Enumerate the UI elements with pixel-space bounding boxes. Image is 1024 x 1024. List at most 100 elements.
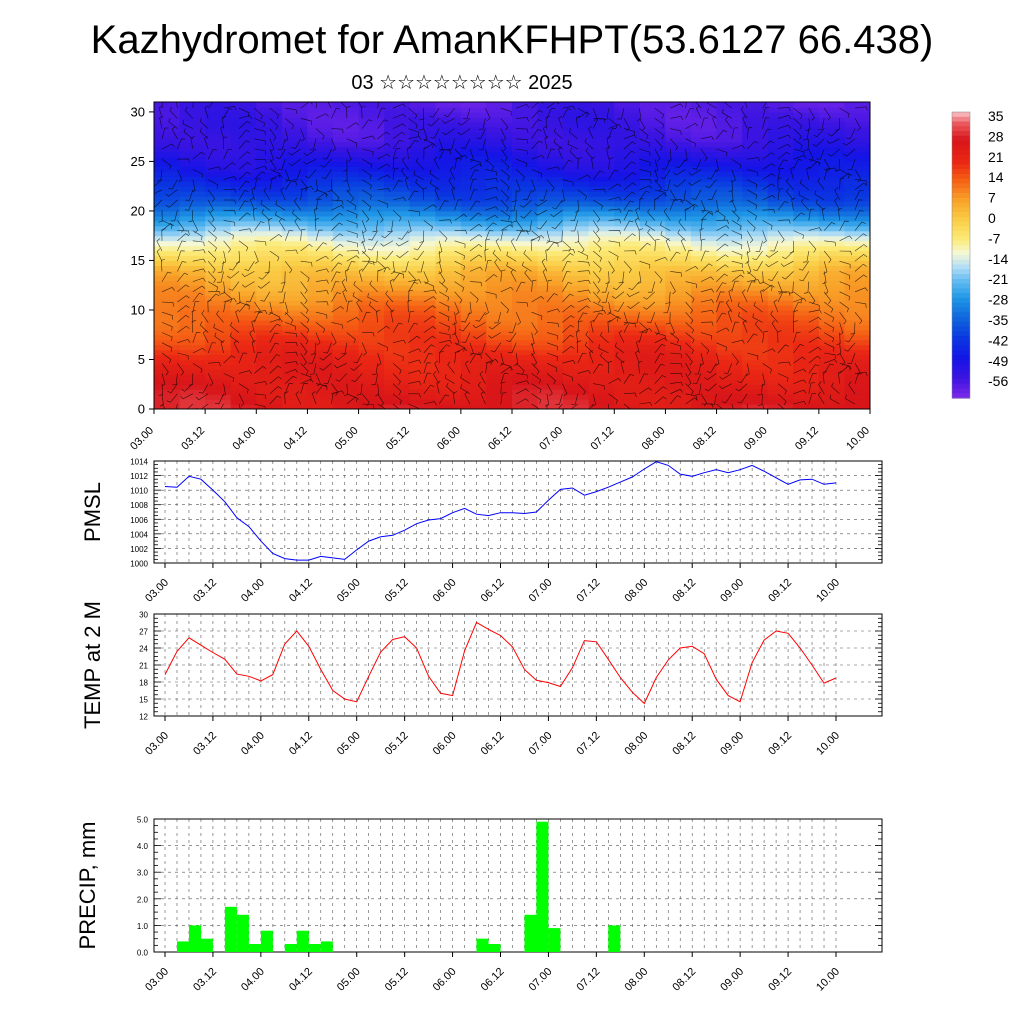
heatmap-cell — [818, 339, 846, 346]
heatmap-cell — [179, 171, 206, 177]
heatmap-cell — [767, 305, 794, 311]
wind-barb — [500, 301, 510, 314]
wind-barb — [300, 185, 314, 191]
heatmap-cell — [512, 394, 539, 400]
heatmap-cell — [767, 176, 794, 182]
heatmap-cell — [179, 369, 206, 375]
heatmap-cell — [256, 364, 283, 370]
heatmap-cell — [537, 290, 564, 296]
heatmap-cell — [409, 344, 436, 351]
heatmap-cell — [307, 176, 334, 182]
wind-barb — [285, 322, 296, 331]
wind-barb — [695, 383, 702, 396]
wind-barb — [233, 340, 240, 354]
heatmap-cell — [435, 354, 462, 361]
heatmap-cell — [512, 181, 539, 187]
heatmap-cell — [537, 285, 564, 291]
wind-barb — [793, 400, 807, 405]
heatmap-cell — [716, 166, 743, 172]
wind-barb — [759, 271, 764, 284]
heatmap-cell — [793, 235, 820, 242]
heatmap-cell — [716, 300, 743, 306]
wind-barb — [762, 348, 776, 354]
wind-barb — [310, 342, 317, 355]
wind-barb — [555, 393, 563, 405]
heatmap-cell — [384, 166, 411, 172]
heatmap-cell — [614, 136, 641, 143]
heatmap-cell — [230, 379, 257, 385]
heatmap-cell — [281, 275, 309, 281]
wind-barb — [300, 322, 310, 334]
heatmap-cell — [435, 116, 462, 123]
heatmap-cell — [230, 106, 257, 113]
wind-barb — [161, 363, 169, 376]
wind-barb — [531, 230, 541, 242]
heatmap-cell — [844, 270, 870, 276]
heatmap-cell — [844, 186, 870, 192]
wind-barb — [269, 323, 281, 333]
wind-barb — [177, 220, 185, 233]
heatmap-cell — [742, 349, 769, 356]
heatmap-cell — [716, 349, 743, 356]
heatmap-cell — [614, 131, 641, 138]
heatmap-cell — [384, 215, 411, 222]
wind-barb — [417, 261, 425, 273]
wind-barb — [731, 220, 742, 231]
wind-barb — [223, 199, 236, 204]
heatmap-cell — [767, 309, 794, 316]
wind-barb — [451, 187, 456, 201]
wind-barb — [592, 291, 601, 304]
heatmap-cell — [230, 354, 257, 361]
wind-barb — [685, 363, 692, 376]
heatmap-cell — [537, 102, 564, 108]
heatmap-cell — [409, 379, 436, 385]
wind-barb — [585, 147, 594, 160]
wind-barb — [285, 369, 299, 374]
heatmap-cell — [333, 280, 360, 286]
wind-barb — [392, 383, 402, 395]
wind-barb — [392, 167, 399, 180]
wind-barb — [510, 238, 517, 252]
heatmap-cell — [793, 131, 820, 138]
wind-barb — [793, 128, 802, 140]
heatmap-cell — [742, 379, 769, 385]
wind-barb — [654, 375, 666, 384]
heatmap-cell — [384, 102, 411, 108]
heatmap-cell — [409, 136, 436, 143]
heatmap-cell — [486, 265, 513, 271]
wind-barb — [207, 250, 217, 263]
wind-barb — [519, 199, 532, 208]
heatmap-cell — [384, 126, 411, 133]
heatmap-cell — [818, 196, 846, 202]
heatmap-cell — [818, 349, 846, 356]
wind-barb — [793, 297, 807, 303]
heatmap-cell — [665, 334, 692, 341]
heatmap-cell — [333, 379, 360, 385]
heatmap-cell — [281, 399, 309, 405]
heatmap-cell — [844, 250, 870, 257]
heatmap-cell — [307, 290, 334, 296]
wind-barb — [745, 363, 750, 377]
wind-barb — [295, 391, 301, 405]
heatmap-cell — [614, 344, 641, 351]
heatmap-cell — [767, 116, 794, 123]
wind-barb — [588, 125, 594, 139]
heatmap-cell — [742, 384, 769, 390]
wind-barb — [737, 373, 748, 384]
heatmap-cell — [767, 255, 794, 262]
wind-barb — [577, 174, 591, 180]
heatmap-cell — [358, 106, 385, 113]
wind-barb — [261, 209, 271, 221]
heatmap-cell — [154, 285, 181, 291]
wind-barb — [294, 218, 301, 231]
heatmap-cell — [230, 300, 257, 306]
y-axis-title: PMSL — [80, 482, 105, 542]
wind-barb — [269, 148, 274, 162]
heatmap-cell — [742, 111, 769, 118]
heatmap-cell — [307, 305, 334, 311]
heatmap-cell — [844, 295, 870, 301]
wind-barb — [500, 128, 506, 142]
wind-barb — [444, 374, 455, 384]
heatmap-cell — [460, 379, 488, 385]
wind-barb — [460, 138, 471, 149]
